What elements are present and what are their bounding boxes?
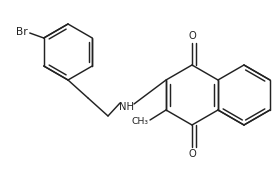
- Text: NH: NH: [119, 102, 134, 112]
- Text: O: O: [188, 31, 196, 41]
- Text: O: O: [188, 149, 196, 159]
- Text: CH₃: CH₃: [131, 117, 148, 125]
- Text: Br: Br: [16, 27, 28, 37]
